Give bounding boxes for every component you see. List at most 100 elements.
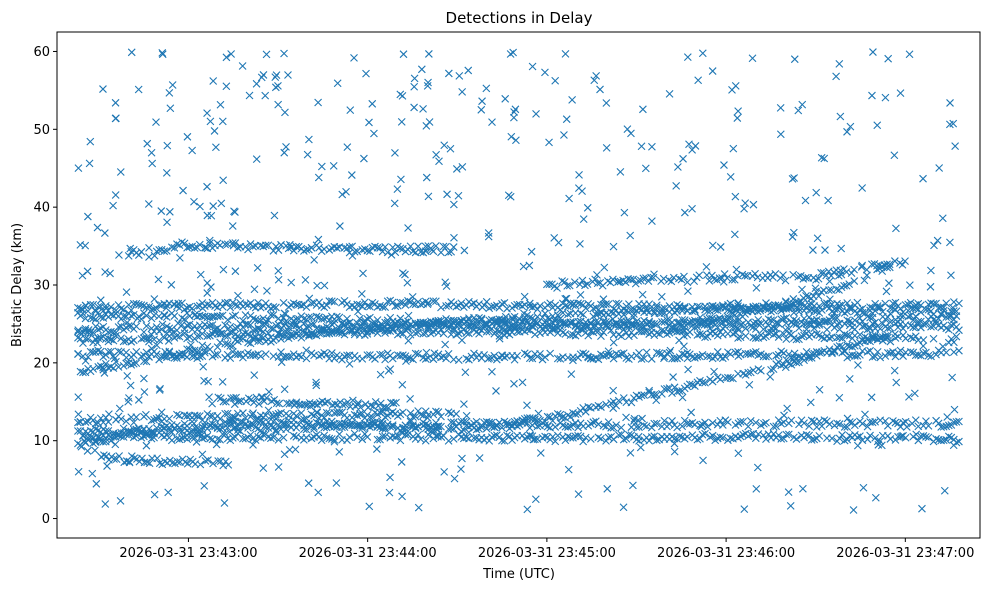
data-point-883 [942,313,951,321]
data-point-3570 [336,222,344,230]
data-point-2291 [594,433,603,442]
data-point-3423 [378,417,386,426]
data-point-921 [173,332,181,340]
data-point-2930 [756,306,765,315]
data-point-3202 [200,482,209,490]
data-point-1036 [523,325,532,334]
data-point-1108 [736,333,745,342]
data-point-3259 [734,449,743,458]
data-point-1735 [89,416,98,425]
data-point-2288 [579,437,588,446]
data-point-929 [198,329,207,338]
data-point-1229 [246,339,255,348]
data-point-3606 [399,50,408,59]
data-point-624 [183,321,191,330]
data-point-103 [363,302,372,310]
data-point-1334 [564,310,572,319]
data-point-128 [429,297,438,306]
data-point-3482 [510,108,518,116]
data-point-3285 [905,50,914,59]
data-point-3341 [168,81,177,89]
data-point-3474 [111,114,120,123]
data-point-831 [777,315,786,324]
data-point-3549 [284,71,292,79]
data-point-1650 [703,352,712,361]
data-point-270 [845,303,854,311]
data-point-1573 [470,349,478,358]
data-point-36 [175,304,184,312]
data-point-2233 [414,430,423,439]
data-point-2792 [447,247,456,256]
data-point-1526 [322,350,331,359]
data-point-540 [815,320,824,329]
data-point-2776 [404,245,412,254]
data-point-1548 [388,354,397,363]
data-point-2626 [716,375,725,384]
data-point-1107 [734,334,742,342]
data-point-1646 [690,354,699,362]
data-point-3174 [206,117,215,126]
data-point-1378 [706,307,715,315]
data-point-1346 [607,308,615,317]
data-point-2047 [668,417,676,425]
data-point-2533 [434,422,443,431]
data-point-1047 [558,328,567,337]
data-point-3235 [798,484,807,493]
data-point-3127 [166,104,175,113]
data-point-3500 [708,67,717,75]
data-point-2528 [421,424,430,433]
data-point-2277 [548,432,557,441]
data-point-3566 [265,388,273,396]
data-point-632 [203,322,212,331]
data-point-2216 [353,433,362,442]
data-point-3683 [562,294,571,303]
data-point-2564 [533,416,542,425]
data-point-3579 [274,266,283,275]
data-point-1605 [579,349,588,358]
data-point-2854 [738,270,747,279]
data-point-1708 [886,349,895,358]
data-point-2310 [650,432,659,441]
data-point-3360 [362,69,370,78]
data-point-1192 [127,360,136,369]
data-point-1534 [343,351,351,360]
data-point-2390 [886,435,895,443]
data-point-3165 [305,294,314,303]
data-point-2380 [853,433,862,442]
data-point-1457 [94,346,103,355]
data-point-3206 [460,400,468,409]
data-point-1142 [838,334,847,343]
data-point-3089 [162,168,171,177]
data-point-3088 [790,349,799,358]
data-point-2441 [152,423,161,432]
data-point-2515 [381,425,390,434]
data-point-2301 [624,430,633,439]
data-point-2189 [259,430,268,439]
data-point-3146 [788,232,797,241]
data-point-3317 [574,490,583,499]
data-point-1118 [769,330,778,339]
data-point-1256 [317,329,326,338]
data-point-3197 [733,114,742,122]
data-point-2982 [232,393,240,402]
data-point-1168 [919,336,928,344]
data-point-612 [142,322,151,330]
data-point-2789 [439,242,448,251]
data-point-1326 [541,309,549,318]
data-point-2535 [447,424,456,433]
data-point-2730 [272,242,280,251]
data-point-2693 [160,247,169,256]
data-point-378 [312,312,321,321]
data-point-3347 [190,419,198,428]
data-point-225 [718,303,727,311]
data-point-2217 [358,435,367,444]
data-point-3179 [458,336,466,345]
data-point-3660 [126,381,135,390]
data-point-544 [833,320,841,329]
data-point-3153 [603,484,612,493]
data-point-3441 [74,393,83,402]
data-point-1710 [891,352,900,361]
data-point-861 [868,313,877,322]
data-point-3185 [846,122,855,131]
data-point-1665 [746,350,755,358]
